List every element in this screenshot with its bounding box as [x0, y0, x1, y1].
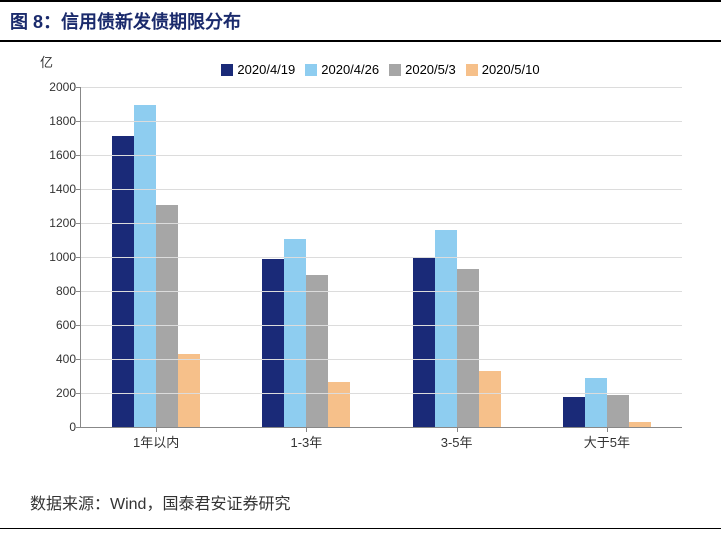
legend-swatch — [221, 64, 233, 76]
y-tick-label: 1800 — [36, 114, 76, 128]
y-tick-label: 200 — [36, 386, 76, 400]
y-tick-mark — [76, 257, 81, 258]
plot-area: 1年以内1-3年3-5年大于5年 02004006008001000120014… — [80, 87, 682, 428]
y-tick-label: 400 — [36, 352, 76, 366]
y-tick-mark — [76, 87, 81, 88]
y-tick-label: 0 — [36, 420, 76, 434]
bar — [178, 354, 200, 427]
legend-item: 2020/4/26 — [305, 62, 379, 77]
y-tick-mark — [76, 325, 81, 326]
legend-swatch — [389, 64, 401, 76]
x-tick-label: 1年以内 — [81, 432, 231, 451]
legend-item: 2020/4/19 — [221, 62, 295, 77]
gridline — [81, 223, 682, 224]
x-tick-label: 1-3年 — [231, 432, 381, 451]
y-tick-label: 1400 — [36, 182, 76, 196]
legend-swatch — [466, 64, 478, 76]
y-tick-mark — [76, 189, 81, 190]
bar — [306, 275, 328, 427]
legend-item: 2020/5/3 — [389, 62, 456, 77]
bar — [328, 382, 350, 427]
gridline — [81, 291, 682, 292]
legend-label: 2020/4/19 — [237, 62, 295, 77]
legend-label: 2020/5/10 — [482, 62, 540, 77]
bar — [413, 257, 435, 427]
y-tick-mark — [76, 393, 81, 394]
bar — [112, 136, 134, 427]
bar — [629, 422, 651, 427]
bar — [585, 378, 607, 427]
bar — [435, 230, 457, 427]
y-tick-mark — [76, 359, 81, 360]
y-tick-label: 600 — [36, 318, 76, 332]
legend-label: 2020/5/3 — [405, 62, 456, 77]
x-tick-label: 大于5年 — [532, 432, 682, 451]
bar — [262, 259, 284, 427]
bar — [563, 397, 585, 427]
gridline — [81, 121, 682, 122]
legend-item: 2020/5/10 — [466, 62, 540, 77]
bar — [457, 269, 479, 427]
y-tick-mark — [76, 121, 81, 122]
gridline — [81, 325, 682, 326]
bar — [284, 239, 306, 427]
gridline — [81, 155, 682, 156]
gridline — [81, 393, 682, 394]
legend-swatch — [305, 64, 317, 76]
gridline — [81, 359, 682, 360]
legend-label: 2020/4/26 — [321, 62, 379, 77]
y-tick-label: 1200 — [36, 216, 76, 230]
x-tick-label: 3-5年 — [382, 432, 532, 451]
bar — [134, 105, 156, 427]
legend: 2020/4/19 2020/4/26 2020/5/3 2020/5/10 — [80, 62, 681, 77]
chart-title: 图 8：信用债新发债期限分布 — [0, 0, 721, 42]
figure-container: 图 8：信用债新发债期限分布 亿 2020/4/19 2020/4/26 202… — [0, 0, 721, 529]
y-tick-label: 1600 — [36, 148, 76, 162]
data-source: 数据来源：Wind，国泰君安证券研究 — [0, 472, 721, 529]
bar — [607, 395, 629, 427]
chart-area: 亿 2020/4/19 2020/4/26 2020/5/3 2020/5/10… — [0, 42, 721, 472]
gridline — [81, 189, 682, 190]
y-tick-label: 2000 — [36, 80, 76, 94]
y-tick-mark — [76, 155, 81, 156]
bar — [479, 371, 501, 427]
y-tick-mark — [76, 427, 81, 428]
y-tick-label: 800 — [36, 284, 76, 298]
gridline — [81, 257, 682, 258]
y-tick-mark — [76, 223, 81, 224]
y-axis-unit-label: 亿 — [40, 52, 53, 71]
y-tick-mark — [76, 291, 81, 292]
gridline — [81, 87, 682, 88]
y-tick-label: 1000 — [36, 250, 76, 264]
